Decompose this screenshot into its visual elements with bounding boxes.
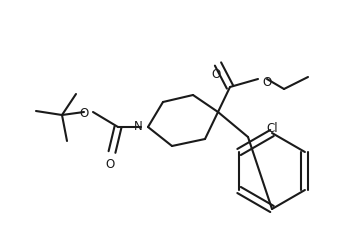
Text: O: O <box>79 107 89 120</box>
Text: N: N <box>134 119 143 132</box>
Text: O: O <box>262 76 272 89</box>
Text: O: O <box>105 158 115 171</box>
Text: O: O <box>211 68 221 81</box>
Text: Cl: Cl <box>266 122 278 134</box>
